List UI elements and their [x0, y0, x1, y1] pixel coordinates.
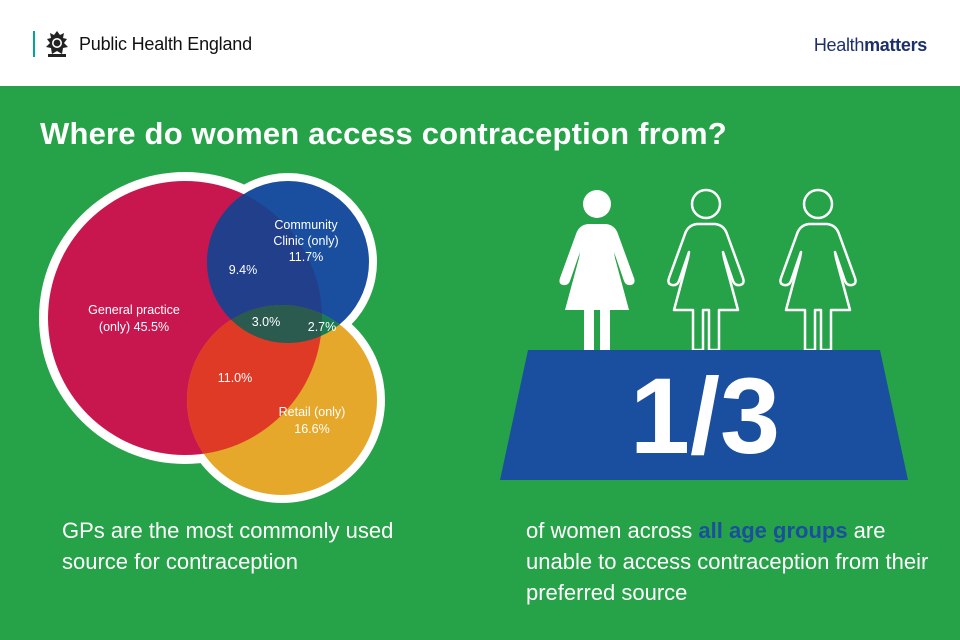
filled-woman-icon: [559, 190, 635, 350]
all-three-label: 3.0%: [252, 315, 281, 329]
logo-divider: [33, 31, 35, 57]
fraction-platform: [500, 350, 908, 480]
royal-crest-icon: [46, 31, 68, 57]
community-only-label-line1: Community: [274, 218, 338, 232]
brand-suffix: matters: [864, 35, 927, 55]
outline-woman-icon: [667, 188, 745, 352]
caption-fraction-part1: of women across: [526, 518, 699, 543]
outline-woman-icon: [779, 188, 857, 352]
community-only-label-line3: 11.7%: [289, 250, 324, 264]
community-only-label-line2: Clinic (only): [273, 234, 338, 248]
brand-prefix: Health: [813, 35, 865, 55]
community-retail-label: 2.7%: [308, 320, 337, 334]
caption-gp: GPs are the most commonly used source fo…: [62, 518, 394, 574]
gp-community-label: 9.4%: [229, 263, 258, 277]
gp-community-overlap: [207, 181, 322, 343]
gp-only-label-line2: (only) 45.5%: [99, 320, 169, 334]
header-bar: Public Health England Healthmatters: [0, 0, 960, 86]
gp-retail-label: 11.0%: [218, 371, 253, 385]
organisation-name: Public Health England: [79, 34, 252, 54]
gp-only-label-line1: General practice: [88, 303, 180, 317]
retail-only-label-line2: 16.6%: [294, 422, 329, 436]
retail-only-label-line1: Retail (only): [279, 405, 346, 419]
caption-fraction-highlight: all age groups: [698, 518, 848, 543]
caption-fraction: of women across all age groups are unabl…: [526, 515, 946, 608]
page-title: Where do women access contraception from…: [40, 116, 727, 151]
caption-fraction-part2: are unable to access contraception from …: [526, 518, 929, 605]
venn-labels: General practice (only) 45.5% Community …: [88, 218, 345, 436]
fraction-value: 1/3: [630, 355, 780, 476]
brand-logo: Healthmatters: [814, 35, 927, 56]
